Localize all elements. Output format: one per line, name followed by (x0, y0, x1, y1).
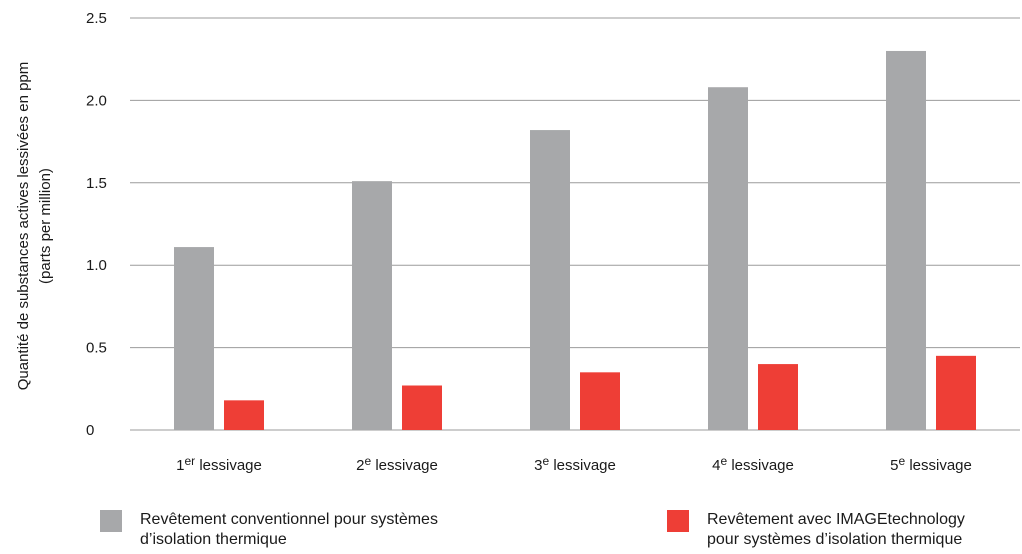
y-axis-label-line-2: (parts per million) (37, 168, 54, 284)
bar-conventional (174, 247, 214, 430)
x-tick-label: 5e lessivage (890, 454, 972, 474)
y-tick-label: 1.0 (86, 257, 107, 274)
bar-conventional (886, 50, 926, 431)
y-tick-label: 2.5 (86, 10, 107, 27)
y-axis-label-line-1: Quantité de substances actives lessivées… (15, 61, 32, 391)
x-tick-label: 2e lessivage (356, 454, 438, 474)
y-tick-label: 0 (86, 422, 94, 439)
x-tick-label: 1er lessivage (176, 454, 262, 474)
bar-imagetechnology (402, 385, 442, 430)
legend-label-line: Revêtement conventionnel pour systèmes (140, 511, 438, 528)
legend-item-conventional: Revêtement conventionnel pour systèmes d… (100, 510, 438, 550)
bar-conventional (530, 130, 570, 430)
x-tick-label: 4e lessivage (712, 454, 794, 474)
legend-item-imagetechnology: Revêtement avec IMAGEtechnology pour sys… (667, 510, 965, 550)
y-tick-label: 1.5 (86, 175, 107, 192)
bar-conventional (352, 181, 392, 430)
bar-imagetechnology (224, 400, 264, 430)
y-tick-label: 0.5 (86, 340, 107, 357)
bar-imagetechnology (758, 364, 798, 430)
bar-conventional (708, 87, 748, 430)
legend-label-line: d’isolation thermique (140, 531, 287, 548)
legend-swatch-red (667, 510, 689, 532)
y-tick-label: 2.0 (86, 92, 107, 109)
y-axis-label: Quantité de substances actives lessivées… (0, 0, 70, 440)
bar-imagetechnology (936, 355, 976, 430)
bar-imagetechnology (580, 372, 620, 430)
bar-chart: 0 0.5 1.0 1.5 2.0 2.5 1er lessivage 2e lessivag… (86, 10, 1020, 474)
legend-swatch-gray (100, 510, 122, 532)
legend-label-line: Revêtement avec IMAGEtechnology (707, 511, 965, 528)
legend-label-line: pour systèmes d’isolation thermique (707, 531, 963, 548)
x-tick-label: 3e lessivage (534, 454, 616, 474)
